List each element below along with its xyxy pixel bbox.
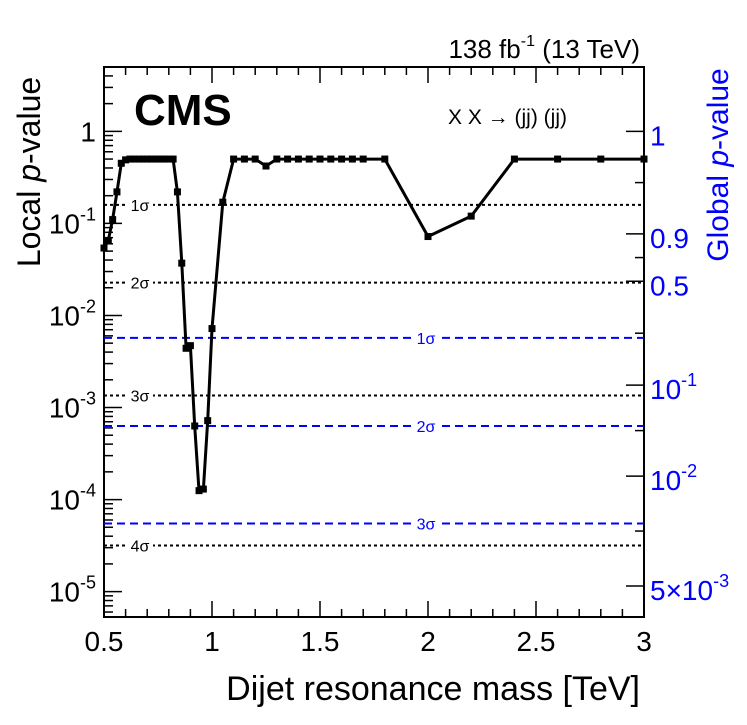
y-tick-label: 1 [80,116,96,147]
data-point [338,155,346,163]
x-tick-label: 1 [204,626,220,657]
data-point [294,155,302,163]
right-tick-label: 0.9 [650,223,689,254]
plot-frame [103,66,645,618]
data-point [191,422,199,430]
data-point [195,487,203,495]
data-point [148,155,156,163]
data-point [359,155,367,163]
right-tick-label: 5×10-3 [650,571,729,606]
data-point [160,155,168,163]
series-layer [100,155,648,495]
data-point [178,259,186,267]
x-tick-label: 0.5 [85,626,124,657]
data-point [173,188,181,196]
data-point [348,155,356,163]
local-sigma-label: 2σ [131,276,150,293]
data-point [165,155,173,163]
data-point [554,155,562,163]
data-point [126,155,134,163]
x-tick-label: 2.5 [517,626,556,657]
data-point [381,155,389,163]
x-tick-label: 2 [420,626,436,657]
sigma-lines: 1σ 2σ 3σ 4σ 1σ 2σ 3σ [104,194,644,556]
data-point [273,155,281,163]
data-point [117,159,125,167]
data-point [316,155,324,163]
local-sigma-label-bg [127,194,153,215]
process-label: X X → (jj) (jj) [448,106,567,129]
data-point [204,417,212,425]
data-point [262,162,270,170]
local-sigma-label-bg [127,272,153,293]
y-tick-label: 10-5 [49,573,96,608]
data-point [230,155,238,163]
global-sigma-label-bg [412,327,440,348]
tick-marks [103,66,645,617]
global-sigma-label-bg [412,513,440,534]
local-sigma-label-bg [127,535,153,556]
data-point [510,155,518,163]
data-point [424,233,432,241]
right-axis-title: Global p-value [702,68,735,261]
y-tick-label: 10-1 [49,204,96,239]
local-sigma-label: 1σ [131,198,150,215]
y-tick-label: 10-2 [49,296,96,331]
x-tick-label: 3 [636,626,652,657]
data-point [327,155,335,163]
global-sigma-label: 2σ [417,419,436,436]
right-tick-label: 10-1 [650,370,697,405]
y-tick-label: 10-4 [49,481,96,516]
data-point [104,237,112,245]
lumi-label: 138 fb-1 (13 TeV) [448,33,640,64]
tick-labels: 0.5 1 1.5 2 2.5 3 10-5 10-4 10-3 10-2 10-1 1 1 0.9 0.5… [49,116,729,657]
data-point [208,325,216,333]
data-point [186,342,194,350]
x-axis-title: Dijet resonance mass [TeV] [226,670,640,708]
data-point [240,155,248,163]
local-sigma-label-bg [127,385,153,406]
global-sigma-label-bg [412,415,440,436]
global-sigma-label: 1σ [417,331,436,348]
data-point [219,198,227,206]
x-tick-label: 1.5 [301,626,340,657]
data-point [139,155,147,163]
data-point [284,155,292,163]
y-tick-label: 10-3 [49,389,96,424]
data-point [169,155,177,163]
data-point [135,155,143,163]
data-point [152,155,160,163]
local-sigma-label: 3σ [131,389,150,406]
data-point [130,155,138,163]
right-tick-label: 1 [650,120,666,151]
data-point [467,212,475,220]
data-point [122,156,130,164]
data-point [143,155,151,163]
y-axis-title: Local p-value [11,77,47,267]
data-point [182,344,190,352]
data-point [199,485,207,493]
experiment-label: CMS [134,86,232,135]
data-point [109,216,117,224]
data-point [640,155,648,163]
data-point [156,155,164,163]
local-sigma-label: 4σ [131,538,150,555]
right-tick-label: 10-2 [650,461,697,496]
global-sigma-label: 3σ [417,516,436,533]
data-point [100,244,108,252]
data-point [305,155,313,163]
data-point [251,155,259,163]
right-tick-label: 0.5 [650,270,689,301]
data-point [597,155,605,163]
data-point [113,188,121,196]
